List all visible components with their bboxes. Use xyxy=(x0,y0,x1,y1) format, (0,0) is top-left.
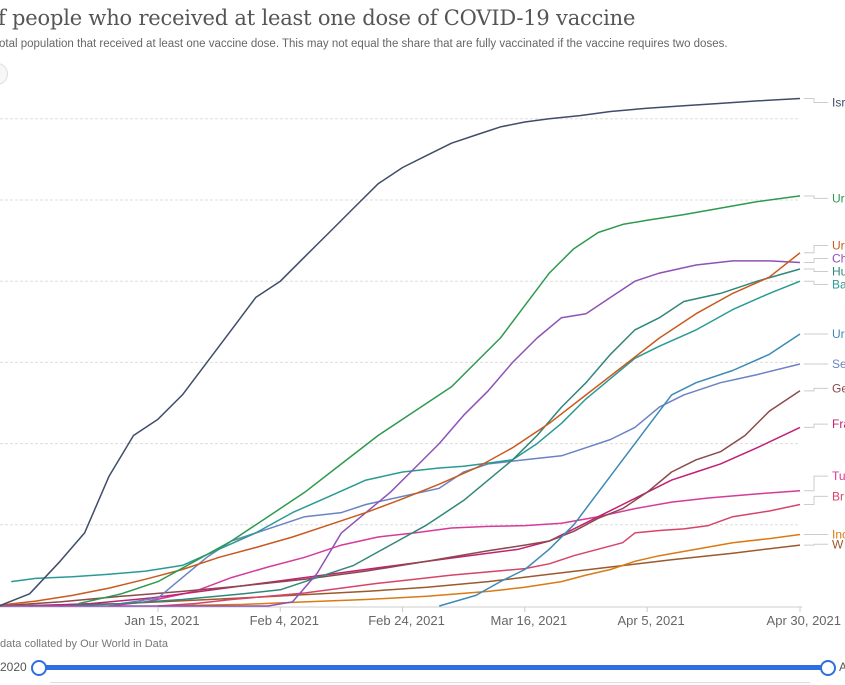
series-line-israel[interactable] xyxy=(0,97,801,607)
x-tick-label: Apr 30, 2021 xyxy=(767,613,841,628)
label-connector xyxy=(804,280,828,285)
x-tick-label: Feb 4, 2021 xyxy=(250,613,319,628)
label-connector xyxy=(804,244,828,254)
x-tick-label: Apr 5, 2021 xyxy=(618,613,685,628)
series-label-turkey[interactable]: Tu xyxy=(832,469,845,483)
timeline-track[interactable] xyxy=(38,665,828,670)
chart-subtitle: otal population that received at least o… xyxy=(0,38,728,50)
series-line-serbia[interactable] xyxy=(121,363,801,605)
label-connector xyxy=(804,257,828,264)
label-connector xyxy=(804,195,828,199)
series-line-turkey[interactable] xyxy=(109,489,801,607)
series-line-world[interactable] xyxy=(0,544,801,607)
series-label-united-kingdom[interactable]: Ur xyxy=(832,191,845,205)
series-line-chile[interactable] xyxy=(0,260,801,607)
series-line-bahrain[interactable] xyxy=(11,280,801,583)
series-line-germany[interactable] xyxy=(0,390,801,607)
series-label-hungary[interactable]: Hu xyxy=(832,264,845,278)
series-label-india[interactable]: Inc xyxy=(832,528,845,542)
timeline-end-label: A xyxy=(839,660,845,674)
series-label-chile[interactable]: Ch xyxy=(832,251,845,265)
series-label-germany[interactable]: Ge xyxy=(832,381,845,395)
label-connector xyxy=(804,98,828,104)
timeline-start-label: 2020 xyxy=(0,660,27,674)
label-connector xyxy=(804,268,828,272)
series-label-bahrain[interactable]: Ba xyxy=(832,277,845,291)
gridlines xyxy=(0,118,800,526)
x-tick-label: Jan 15, 2021 xyxy=(124,613,199,628)
series-line-india[interactable] xyxy=(157,533,801,607)
label-connector xyxy=(804,475,828,492)
series-label-france[interactable]: Fra xyxy=(832,417,845,431)
series-label-united-states[interactable]: Ur xyxy=(832,238,845,252)
x-tick-label: Mar 16, 2021 xyxy=(491,613,568,628)
label-connector xyxy=(804,387,828,392)
series-label-serbia[interactable]: Se xyxy=(832,357,845,371)
series-label-brazil[interactable]: Br xyxy=(832,489,844,503)
x-axis: Jan 15, 2021 Feb 4, 2021 Feb 24, 2021 Mar 1… xyxy=(0,606,841,628)
series-line-uruguay[interactable] xyxy=(438,333,801,607)
line-chart: Jan 15, 2021 Feb 4, 2021 Feb 24, 2021 Mar 1… xyxy=(0,96,845,628)
series-labels: IsrUrUrChHuBaUrSeGeFraTuBrIncW xyxy=(804,96,845,551)
label-connector xyxy=(804,423,828,428)
series-label-world[interactable]: W xyxy=(832,537,844,551)
label-connector xyxy=(804,495,828,505)
timeline-end-handle[interactable] xyxy=(820,660,836,676)
label-connector xyxy=(804,543,828,546)
series-line-brazil[interactable] xyxy=(157,503,801,607)
series-label-israel[interactable]: Isr xyxy=(832,96,845,110)
timeline-start-handle[interactable] xyxy=(31,660,47,676)
series-label-uruguay[interactable]: Ur xyxy=(832,327,845,341)
series-line-united-states[interactable] xyxy=(0,252,801,606)
x-tick-label: Feb 24, 2021 xyxy=(368,613,445,628)
series-line-united-kingdom[interactable] xyxy=(78,195,801,605)
tab-bar xyxy=(50,682,810,685)
chart-title: f people who received at least one dose … xyxy=(0,6,636,30)
series-lines xyxy=(0,97,801,607)
series-line-hungary[interactable] xyxy=(60,268,801,607)
source-note: data collated by Our World in Data xyxy=(0,638,168,650)
